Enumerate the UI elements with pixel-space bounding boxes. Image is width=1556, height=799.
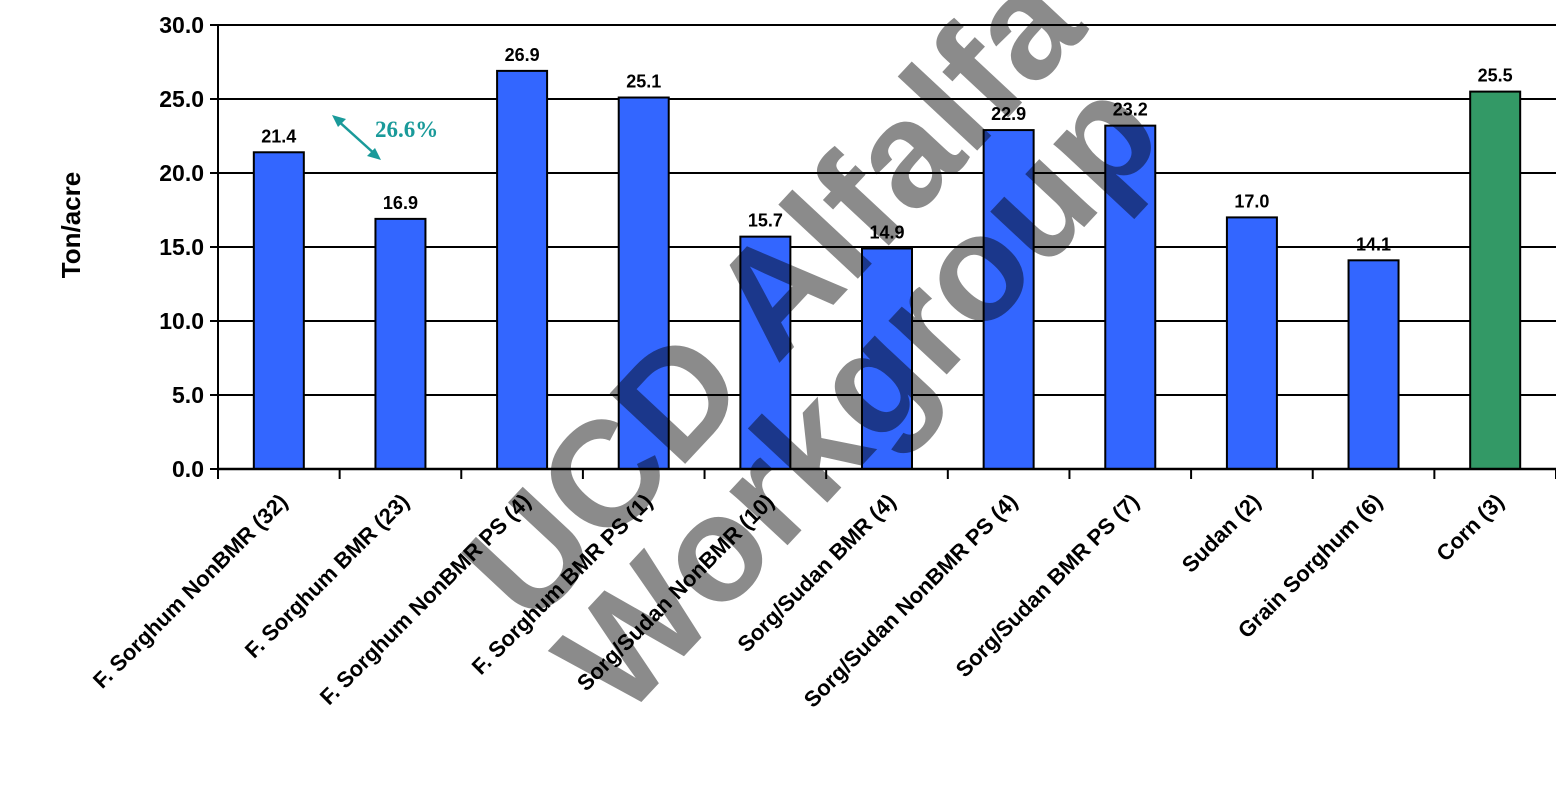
y-tick-label: 25.0: [159, 86, 204, 112]
y-tick-label: 20.0: [159, 160, 204, 186]
arrow-head-end: [367, 148, 381, 160]
bar: [252, 151, 305, 470]
bar: [1347, 259, 1400, 470]
data-label: 17.0: [1234, 191, 1269, 211]
y-tick-label: 0.0: [172, 456, 204, 482]
y-tick-label: 5.0: [172, 382, 204, 408]
data-label: 25.1: [626, 72, 661, 92]
bar: [496, 69, 549, 470]
y-tick-label: 30.0: [159, 12, 204, 38]
category-label: Sudan (2): [1177, 489, 1266, 578]
y-axis-label: Ton/acre: [56, 172, 86, 278]
bar: [1104, 124, 1157, 470]
bar: [1225, 216, 1278, 470]
data-label: 22.9: [991, 104, 1026, 124]
data-label: 14.1: [1356, 234, 1391, 254]
bar: [374, 217, 427, 470]
bar: [1469, 90, 1522, 470]
bars: [252, 69, 1522, 471]
y-tick-label: 10.0: [159, 308, 204, 334]
data-label: 15.7: [748, 211, 783, 231]
data-label: 26.9: [505, 45, 540, 65]
x-axis: [217, 25, 1556, 479]
data-label: 21.4: [261, 126, 296, 146]
category-label: F. Sorghum NonBMR (32): [88, 489, 292, 693]
category-label: Corn (3): [1431, 489, 1508, 566]
bar: [739, 235, 792, 470]
y-axis-ticks: 0.0 5.0 10.0 15.0 20.0 25.0 30.0: [159, 12, 218, 482]
data-labels: 21.4 16.9 26.9 25.1 15.7 14.9 22.9 23.2 17.0 14.1…: [261, 45, 1512, 254]
gridlines: [218, 24, 1556, 396]
difference-annotation: 26.6%: [332, 115, 438, 160]
data-label: 14.9: [869, 222, 904, 242]
data-label: 16.9: [383, 193, 418, 213]
y-tick-label: 15.0: [159, 234, 204, 260]
arrow-head-start: [332, 115, 346, 127]
bar: [982, 129, 1035, 471]
double-arrow-icon: [335, 118, 378, 157]
data-label: 25.5: [1478, 66, 1513, 86]
data-label: 23.2: [1113, 100, 1148, 120]
annotation-text: 26.6%: [375, 117, 438, 142]
